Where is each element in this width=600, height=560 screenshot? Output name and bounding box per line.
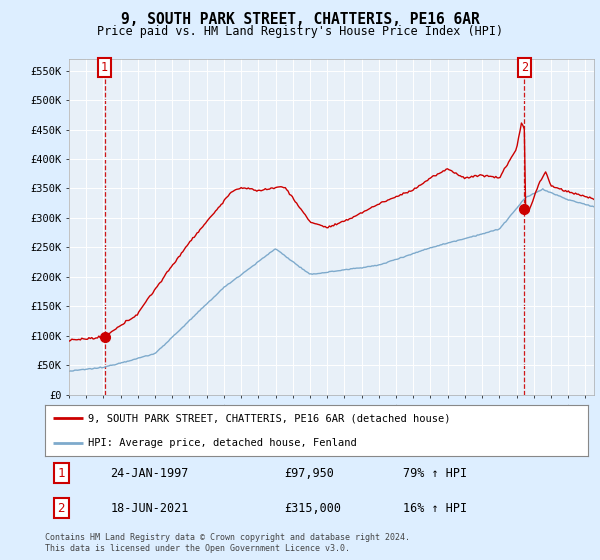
Text: 24-JAN-1997: 24-JAN-1997 — [110, 466, 188, 480]
Text: 2: 2 — [521, 61, 528, 74]
Text: £315,000: £315,000 — [284, 502, 341, 515]
Text: Price paid vs. HM Land Registry's House Price Index (HPI): Price paid vs. HM Land Registry's House … — [97, 25, 503, 38]
Text: 18-JUN-2021: 18-JUN-2021 — [110, 502, 188, 515]
Text: 9, SOUTH PARK STREET, CHATTERIS, PE16 6AR: 9, SOUTH PARK STREET, CHATTERIS, PE16 6A… — [121, 12, 479, 27]
Text: Contains HM Land Registry data © Crown copyright and database right 2024.
This d: Contains HM Land Registry data © Crown c… — [45, 533, 410, 553]
Text: 1: 1 — [58, 466, 65, 480]
Text: 2: 2 — [58, 502, 65, 515]
Text: 9, SOUTH PARK STREET, CHATTERIS, PE16 6AR (detached house): 9, SOUTH PARK STREET, CHATTERIS, PE16 6A… — [88, 413, 451, 423]
Text: HPI: Average price, detached house, Fenland: HPI: Average price, detached house, Fenl… — [88, 438, 357, 448]
Text: £97,950: £97,950 — [284, 466, 334, 480]
Text: 16% ↑ HPI: 16% ↑ HPI — [403, 502, 467, 515]
Text: 79% ↑ HPI: 79% ↑ HPI — [403, 466, 467, 480]
Text: 1: 1 — [101, 61, 108, 74]
